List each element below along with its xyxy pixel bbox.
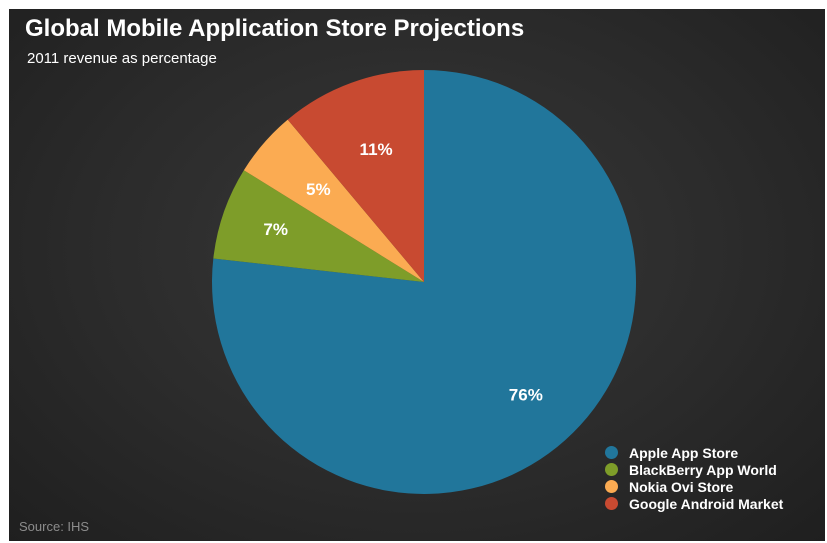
chart-panel: Global Mobile Application Store Projecti… — [9, 9, 825, 541]
legend-label: Nokia Ovi Store — [629, 478, 734, 495]
source-note: Source: IHS — [19, 519, 90, 534]
legend-swatch — [605, 463, 618, 476]
slice-label-blackberry-app-world: 7% — [263, 220, 288, 239]
chart-subtitle: 2011 revenue as percentage — [27, 50, 217, 67]
chart-title: Global Mobile Application Store Projecti… — [25, 15, 525, 42]
pie-slice-nokia-ovi-store — [243, 119, 424, 282]
legend-label: BlackBerry App World — [629, 461, 777, 478]
legend-swatch — [605, 446, 618, 459]
legend-item-nokia-ovi-store: Nokia Ovi Store — [605, 478, 783, 495]
slice-label-google-android-market: 11% — [360, 140, 393, 159]
pie-slice-blackberry-app-world — [213, 170, 424, 282]
pie-slice-google-android-market — [287, 70, 424, 282]
pie-slices — [212, 70, 637, 494]
legend-item-google-android-market: Google Android Market — [605, 495, 783, 512]
pie-labels: 76% 7% 5% 11% — [263, 140, 542, 404]
chart-legend: Apple App Store BlackBerry App World Nokia… — [605, 444, 783, 512]
legend-item-apple-app-store: Apple App Store — [605, 444, 783, 461]
legend-swatch — [605, 497, 618, 510]
legend-label: Apple App Store — [629, 444, 739, 461]
legend-swatch — [605, 480, 618, 493]
slice-label-apple-app-store: 76% — [509, 385, 543, 404]
pie-chart: 76% 7% 5% 11% — [212, 70, 637, 494]
pie-slice-apple-app-store — [212, 70, 637, 494]
legend-item-blackberry-app-world: BlackBerry App World — [605, 461, 783, 478]
slice-label-nokia-ovi-store: 5% — [306, 180, 331, 199]
legend-label: Google Android Market — [629, 495, 784, 512]
